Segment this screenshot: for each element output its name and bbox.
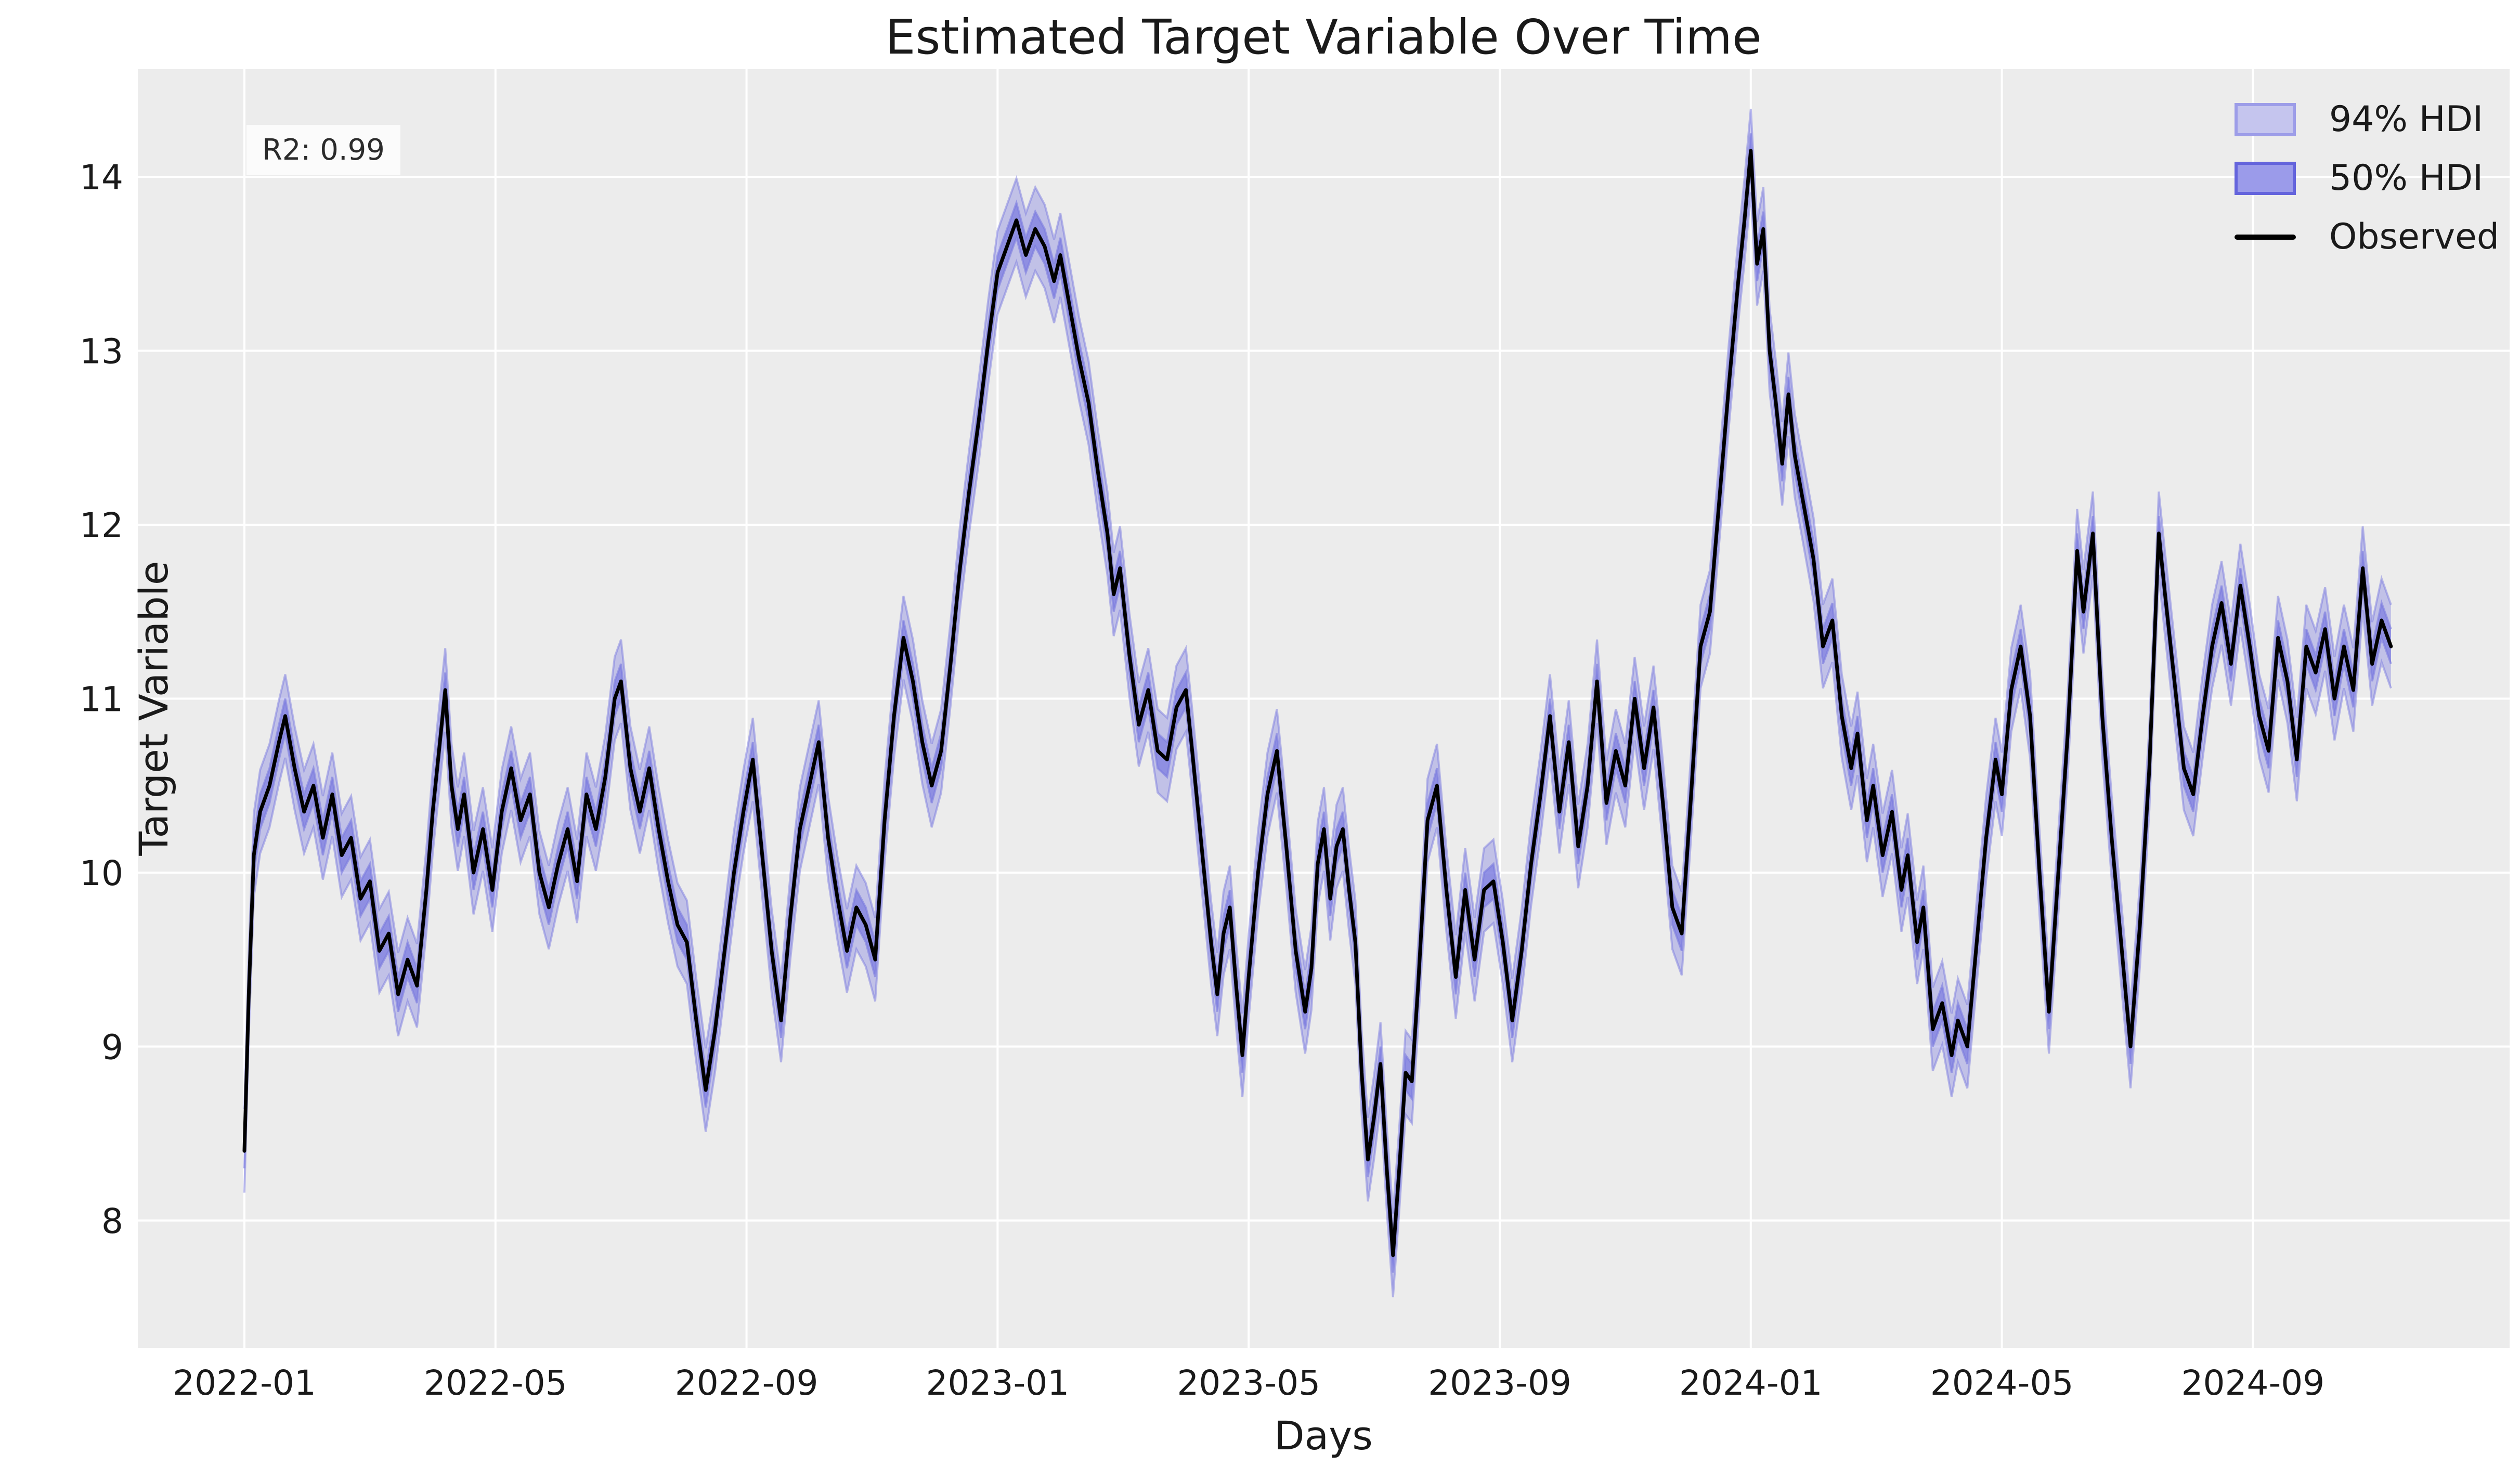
svg-text:2023-09: 2023-09 [1428,1363,1571,1403]
svg-text:2024-09: 2024-09 [2181,1363,2325,1403]
legend-label: 50% HDI [2329,158,2484,199]
svg-text:8: 8 [101,1201,123,1241]
svg-text:11: 11 [80,680,123,720]
svg-text:2022-01: 2022-01 [173,1363,316,1403]
svg-text:13: 13 [80,332,123,372]
chart-title: Estimated Target Variable Over Time [885,9,1762,65]
svg-text:2022-05: 2022-05 [424,1363,567,1403]
svg-text:2023-05: 2023-05 [1177,1363,1320,1403]
svg-text:2023-01: 2023-01 [926,1363,1070,1403]
legend-item-94-hdi: 94% HDI [2234,99,2499,140]
legend-label: Observed [2329,216,2499,257]
r2-annotation: R2: 0.99 [246,125,400,175]
svg-text:2022-09: 2022-09 [675,1363,819,1403]
x-axis-label: Days [1274,1412,1373,1459]
y-axis-label: Target Variable [131,561,177,856]
svg-text:10: 10 [80,853,123,893]
svg-text:9: 9 [101,1028,123,1068]
svg-text:2024-01: 2024-01 [1679,1363,1823,1403]
svg-text:14: 14 [80,158,123,198]
legend-item-observed: Observed [2234,216,2499,257]
svg-text:12: 12 [80,505,123,546]
svg-text:2024-05: 2024-05 [1930,1363,2074,1403]
hdi-94-swatch-icon [2234,102,2296,136]
legend: 94% HDI 50% HDI Observed [2234,99,2499,257]
hdi-50-swatch-icon [2234,161,2296,195]
legend-label: 94% HDI [2329,99,2484,140]
legend-item-50-hdi: 50% HDI [2234,158,2499,199]
observed-line-swatch-icon [2234,234,2296,240]
